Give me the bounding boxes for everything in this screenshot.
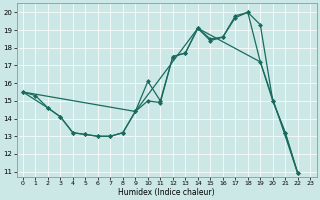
X-axis label: Humidex (Indice chaleur): Humidex (Indice chaleur) — [118, 188, 215, 197]
